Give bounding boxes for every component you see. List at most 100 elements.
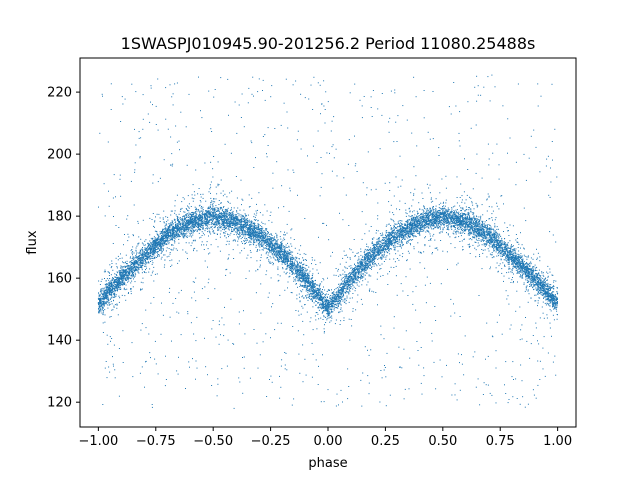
scatter-point [218, 226, 220, 228]
scatter-point [351, 273, 353, 275]
scatter-point [555, 299, 557, 301]
scatter-point [351, 270, 353, 272]
scatter-point [377, 250, 379, 252]
scatter-point [326, 306, 328, 308]
scatter-point [193, 226, 195, 228]
scatter-point [539, 282, 541, 284]
scatter-point [459, 214, 461, 216]
scatter-point [344, 278, 346, 279]
scatter-point [450, 212, 452, 214]
scatter-point [123, 262, 125, 264]
scatter-point [458, 225, 460, 226]
scatter-point [425, 231, 427, 233]
scatter-point [165, 229, 167, 231]
scatter-point [162, 240, 164, 242]
scatter-point [370, 254, 372, 256]
scatter-point [211, 214, 213, 216]
scatter-point [259, 240, 261, 242]
scatter-point [99, 312, 101, 314]
scatter-point [512, 265, 514, 267]
scatter-point [186, 232, 188, 234]
scatter-point [312, 284, 313, 286]
scatter-point [453, 214, 455, 216]
scatter-point [274, 248, 276, 250]
scatter-point [544, 278, 546, 280]
scatter-point [302, 289, 304, 291]
scatter-point [353, 278, 355, 280]
scatter-point [482, 239, 484, 241]
scatter-point [552, 295, 553, 297]
scatter-point [492, 247, 494, 248]
scatter-point [290, 258, 292, 260]
scatter-point [432, 212, 433, 214]
scatter-point [134, 276, 135, 278]
scatter-point [200, 217, 202, 218]
scatter-point [160, 245, 162, 247]
scatter-point [332, 300, 334, 302]
scatter-point [154, 256, 156, 258]
scatter-point [443, 224, 445, 226]
scatter-point [119, 280, 121, 282]
scatter-point [419, 215, 421, 217]
scatter-point [454, 227, 456, 228]
scatter-point [525, 270, 527, 272]
scatter-point [293, 264, 295, 266]
scatter-point [293, 269, 295, 271]
scatter-point [386, 255, 388, 257]
scatter-point [138, 265, 140, 267]
scatter-point [151, 251, 153, 253]
scatter-point [272, 247, 274, 249]
scatter-point [319, 304, 321, 306]
scatter-point [337, 289, 339, 291]
scatter-point [191, 219, 193, 221]
scatter-point [261, 228, 263, 230]
scatter-point [396, 246, 398, 248]
scatter-point [206, 211, 208, 213]
scatter-point [249, 241, 251, 243]
scatter-point [246, 221, 248, 223]
scatter-point [390, 248, 391, 250]
scatter-point [99, 304, 101, 306]
scatter-point [189, 216, 191, 218]
scatter-point [413, 232, 415, 234]
scatter-point [327, 301, 329, 303]
scatter-point [179, 231, 180, 233]
scatter-point [164, 230, 166, 232]
scatter-point [487, 228, 489, 230]
scatter-point [289, 269, 291, 271]
scatter-point [506, 255, 507, 257]
scatter-point [494, 246, 496, 248]
scatter-point [540, 283, 542, 284]
scatter-point [385, 248, 387, 250]
scatter-point [208, 211, 210, 212]
scatter-point [526, 270, 528, 272]
scatter-point [99, 291, 101, 293]
scatter-point [138, 266, 140, 268]
scatter-point [335, 288, 337, 290]
scatter-point [162, 235, 164, 237]
scatter-point [460, 214, 462, 216]
scatter-point [162, 234, 164, 236]
scatter-point [374, 251, 376, 253]
scatter-point [184, 216, 186, 218]
scatter-point [335, 298, 337, 300]
scatter-point [481, 235, 483, 237]
scatter-point [440, 202, 442, 204]
scatter-point [98, 302, 100, 304]
scatter-point [471, 232, 472, 234]
scatter-point [548, 285, 550, 287]
scatter-point [435, 209, 437, 211]
scatter-point [553, 302, 555, 304]
scatter-point [338, 293, 340, 295]
scatter-point [262, 232, 263, 234]
scatter-point [235, 221, 237, 223]
scatter-point [429, 211, 431, 213]
scatter-point [122, 284, 124, 286]
scatter-point [111, 282, 113, 284]
scatter-point [490, 237, 492, 239]
scatter-point [502, 248, 503, 250]
scatter-point [350, 281, 352, 283]
scatter-point [450, 220, 452, 222]
scatter-point [208, 221, 210, 223]
